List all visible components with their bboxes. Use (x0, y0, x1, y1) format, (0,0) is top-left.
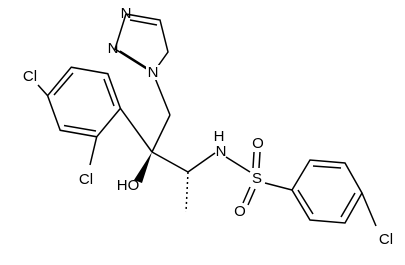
double-bond (103, 78, 115, 107)
bond (264, 182, 293, 191)
dichlorophenyl-ring (46, 66, 122, 138)
double-bond (242, 186, 251, 204)
bond (187, 152, 216, 173)
atom-label: Cl (23, 68, 37, 85)
double-bond (312, 165, 342, 169)
atom-label: N (108, 40, 119, 57)
double-bond (129, 19, 158, 26)
double-bond (252, 151, 255, 169)
wedge-bond (134, 152, 152, 183)
triazole-ring (114, 13, 169, 75)
atom-label: N (148, 64, 159, 81)
bond (151, 114, 171, 153)
bond (89, 136, 98, 166)
double-bond (258, 151, 261, 169)
double-bond (63, 124, 97, 132)
atom-label: HO (117, 177, 140, 194)
atom-label: O (252, 135, 264, 152)
atom-label: N (216, 143, 227, 160)
bond (37, 84, 49, 97)
atom-label: N (121, 5, 132, 22)
double-bond (53, 72, 74, 96)
chlorophenyl-ring (291, 159, 363, 224)
bond (119, 107, 153, 153)
atom-label: O (234, 203, 246, 220)
bond (225, 156, 251, 173)
atom-label: Cl (79, 171, 93, 188)
atom-label: S (252, 170, 262, 187)
atom-label: Cl (379, 231, 393, 248)
double-bond (297, 189, 314, 215)
atom-label: H (214, 128, 225, 145)
bond (151, 151, 189, 173)
double-bond (119, 50, 148, 69)
double-bond (340, 192, 356, 218)
double-bond (247, 188, 256, 206)
bond (361, 192, 377, 227)
hashed-bond (185, 171, 189, 213)
